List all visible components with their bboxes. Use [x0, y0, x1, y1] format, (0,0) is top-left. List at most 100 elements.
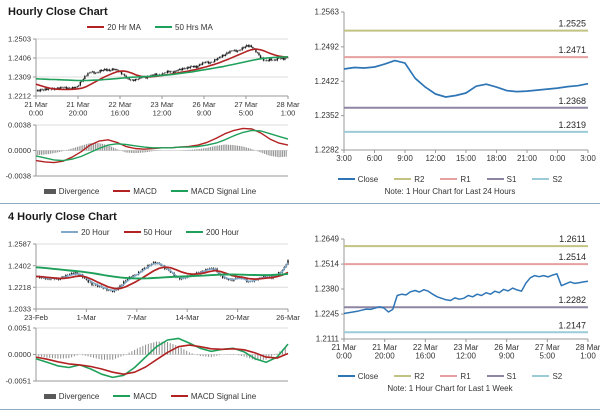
hourly-levels-note: Note: 1 Hour Chart for Last 24 Hours: [384, 187, 516, 196]
legend-label: R2: [414, 371, 425, 381]
legend-swatch: [87, 26, 105, 28]
legend-swatch: [394, 178, 412, 180]
svg-text:1-Mar: 1-Mar: [77, 313, 97, 322]
legend-item-macd-signal-line: MACD Signal Line: [170, 186, 257, 196]
svg-text:5:00: 5:00: [239, 109, 254, 118]
legend-label: 20 Hr MA: [107, 22, 141, 32]
svg-text:3:00: 3:00: [336, 154, 352, 163]
svg-text:0.0051: 0.0051: [8, 324, 31, 333]
legend-swatch: [113, 190, 131, 192]
svg-text:12:00: 12:00: [425, 154, 446, 163]
svg-text:20:00: 20:00: [69, 109, 88, 118]
legend-swatch: [123, 231, 141, 233]
legend-item-20-hr-ma: 20 Hr MA: [87, 23, 141, 32]
svg-text:1:00: 1:00: [580, 352, 596, 361]
bottom-divider: [0, 409, 600, 410]
legend-label: MACD Signal Line: [190, 186, 257, 196]
legend-item-r2: R2: [394, 175, 424, 184]
svg-text:1.2563: 1.2563: [315, 8, 340, 17]
legend-item-divergence: Divergence: [43, 187, 99, 196]
hourly-levels-legend: Close R2 R1 S1 S2: [300, 172, 600, 186]
legend-swatch: [486, 178, 504, 180]
four-hourly-macd-chart: 0.0051 0.0000 -0.0051: [0, 323, 300, 389]
svg-text:9:00: 9:00: [499, 352, 515, 361]
legend-label: 50 Hour: [143, 227, 172, 237]
svg-text:1.2402: 1.2402: [8, 261, 31, 270]
hourly-right-panel: 1.2563 1.2492 1.2422 1.2352 1.2282 3:00 6:00 9:…: [300, 0, 600, 202]
svg-text:22 Mar: 22 Mar: [108, 100, 132, 109]
legend-item-close: Close: [337, 371, 379, 381]
legend-swatch: [61, 231, 79, 233]
legend-label: Divergence: [58, 391, 100, 401]
four-hourly-section: 4 Hourly Close Chart 20 Hour 50 Hour 200 H…: [0, 205, 600, 408]
legend-item-r1: R1: [440, 174, 471, 184]
four-hourly-ma-legend: 20 Hour 50 Hour 200 Hour: [0, 225, 300, 239]
legend-swatch: [155, 26, 172, 28]
hourly-left-panel: Hourly Close Chart 20 Hr MA 50 Hrs MA 1.2…: [0, 0, 300, 202]
svg-text:-0.0038: -0.0038: [6, 172, 31, 181]
legend-label: 200 Hour: [206, 227, 239, 237]
svg-text:9:00: 9:00: [397, 154, 413, 163]
svg-text:1.2422: 1.2422: [315, 77, 340, 86]
svg-text:1.2282: 1.2282: [315, 146, 340, 155]
svg-text:27 Mar: 27 Mar: [234, 100, 258, 109]
svg-text:1.2471: 1.2471: [558, 45, 586, 55]
hourly-panel-title: Hourly Close Chart: [8, 6, 108, 18]
four-hourly-right-panel: 1.2649 1.2514 1.2380 1.2245 1.2111 21 Mar 0:00…: [300, 205, 600, 408]
legend-item-s2: S2: [532, 175, 562, 184]
hourly-macd-chart: 0.0038 0.0000 -0.0038: [0, 120, 300, 184]
four-hourly-macd-legend: Divergence MACD MACD Signal Line: [0, 389, 300, 403]
legend-item-macd-signal-line: MACD Signal Line: [170, 392, 256, 401]
legend-item-200-hour: 200 Hour: [186, 228, 239, 237]
svg-text:26 Mar: 26 Mar: [494, 343, 519, 352]
svg-text:1.2503: 1.2503: [8, 35, 31, 44]
weekly-levels-note: Note: 1 Hour Chart for Last 1 Week: [387, 384, 513, 393]
svg-text:16:00: 16:00: [415, 352, 436, 361]
legend-label: S1: [506, 371, 517, 381]
svg-text:18:00: 18:00: [486, 154, 507, 163]
svg-text:23 Mar: 23 Mar: [150, 100, 174, 109]
svg-text:26 Mar: 26 Mar: [192, 100, 216, 109]
svg-text:21 Mar: 21 Mar: [372, 343, 397, 352]
svg-text:0:00: 0:00: [336, 352, 352, 361]
legend-item-50-hrs-ma: 50 Hrs MA: [155, 23, 213, 32]
svg-text:21 Mar: 21 Mar: [66, 100, 90, 109]
legend-label: MACD: [133, 186, 157, 196]
svg-text:1.2111: 1.2111: [316, 335, 340, 344]
svg-text:28 Mar: 28 Mar: [576, 343, 600, 352]
svg-text:1.2218: 1.2218: [8, 283, 31, 292]
legend-swatch: [440, 375, 458, 377]
svg-text:20:00: 20:00: [375, 352, 396, 361]
svg-text:-0.0051: -0.0051: [6, 377, 31, 386]
svg-text:0:00: 0:00: [550, 154, 566, 163]
svg-text:21 Mar: 21 Mar: [24, 100, 48, 109]
legend-item-s2: S2: [532, 372, 562, 381]
hourly-ma-legend: 20 Hr MA 50 Hrs MA: [0, 20, 300, 34]
svg-text:12:00: 12:00: [153, 109, 172, 118]
svg-text:1.2033: 1.2033: [8, 305, 31, 314]
legend-label: R2: [414, 174, 425, 184]
legend-label: S1: [506, 174, 517, 184]
svg-text:0.0000: 0.0000: [8, 146, 31, 155]
weekly-levels-legend: Close R2 R1 S1 S2: [300, 369, 600, 383]
legend-swatch: [532, 178, 550, 180]
legend-item-r2: R2: [394, 372, 424, 381]
svg-text:7-Mar: 7-Mar: [127, 313, 147, 322]
legend-swatch: [170, 395, 188, 397]
svg-text:21:00: 21:00: [517, 154, 538, 163]
svg-text:27 Mar: 27 Mar: [535, 343, 560, 352]
svg-text:1:00: 1:00: [281, 109, 296, 118]
svg-text:1.2514: 1.2514: [315, 260, 340, 269]
svg-text:1.2380: 1.2380: [315, 285, 340, 294]
section-divider: [0, 203, 600, 204]
legend-item-s1: S1: [486, 174, 517, 184]
legend-label: R1: [460, 174, 471, 184]
legend-item-close: Close: [337, 175, 378, 184]
svg-text:1.2319: 1.2319: [558, 120, 586, 130]
legend-swatch: [186, 231, 203, 233]
legend-label: Close: [357, 371, 379, 381]
legend-item-r1: R1: [440, 372, 471, 381]
legend-swatch: [113, 395, 131, 397]
svg-text:1.2212: 1.2212: [8, 92, 31, 101]
